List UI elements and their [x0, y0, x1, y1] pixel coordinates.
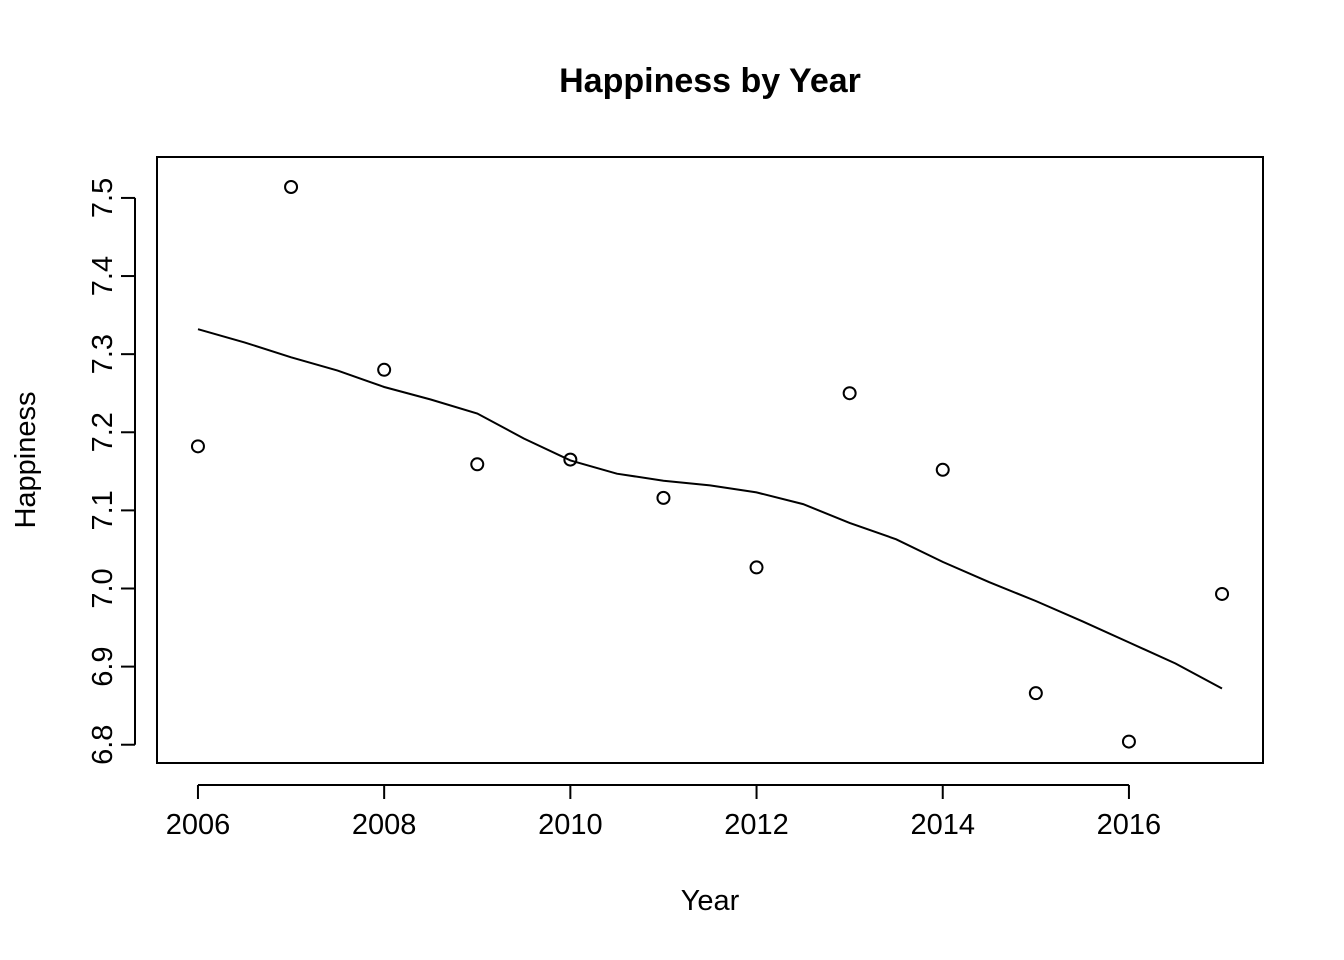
y-axis-title: Happiness [10, 391, 42, 528]
chart-title: Happiness by Year [559, 62, 861, 100]
data-point [842, 386, 857, 401]
plot-frame [156, 156, 1264, 764]
data-point [284, 179, 299, 194]
x-tick-label: 2012 [724, 809, 789, 841]
smooth-trend-line [197, 328, 1223, 690]
data-point [1121, 734, 1136, 749]
data-point [749, 560, 764, 575]
data-point [470, 457, 485, 472]
x-tick-label: 2010 [538, 809, 603, 841]
y-tick-label: 7.5 [87, 178, 119, 218]
y-tick-label: 7.0 [87, 568, 119, 608]
x-axis-title: Year [681, 885, 740, 917]
data-point [563, 452, 578, 467]
data-point [935, 462, 950, 477]
data-point [190, 439, 205, 454]
x-tick-label: 2008 [352, 809, 417, 841]
data-point [1028, 686, 1043, 701]
data-point [1215, 586, 1230, 601]
y-tick-label: 7.1 [87, 490, 119, 530]
x-axis: 2006 2008 2010 2012 2014 2016 [166, 784, 1162, 841]
data-point [377, 362, 392, 377]
y-tick-label: 7.2 [87, 412, 119, 452]
x-tick-label: 2006 [166, 809, 231, 841]
data-points-layer [190, 179, 1230, 749]
y-tick-label: 6.9 [87, 646, 119, 686]
y-tick-label: 7.3 [87, 334, 119, 374]
x-tick-label: 2014 [910, 809, 975, 841]
x-tick-label: 2016 [1097, 809, 1162, 841]
data-point [656, 490, 671, 505]
y-axis: 6.8 6.9 7.0 7.1 7.2 7.3 7.4 7.5 [87, 178, 136, 765]
y-tick-label: 6.8 [87, 725, 119, 765]
smooth-line-layer [197, 328, 1223, 690]
y-tick-label: 7.4 [87, 256, 119, 296]
